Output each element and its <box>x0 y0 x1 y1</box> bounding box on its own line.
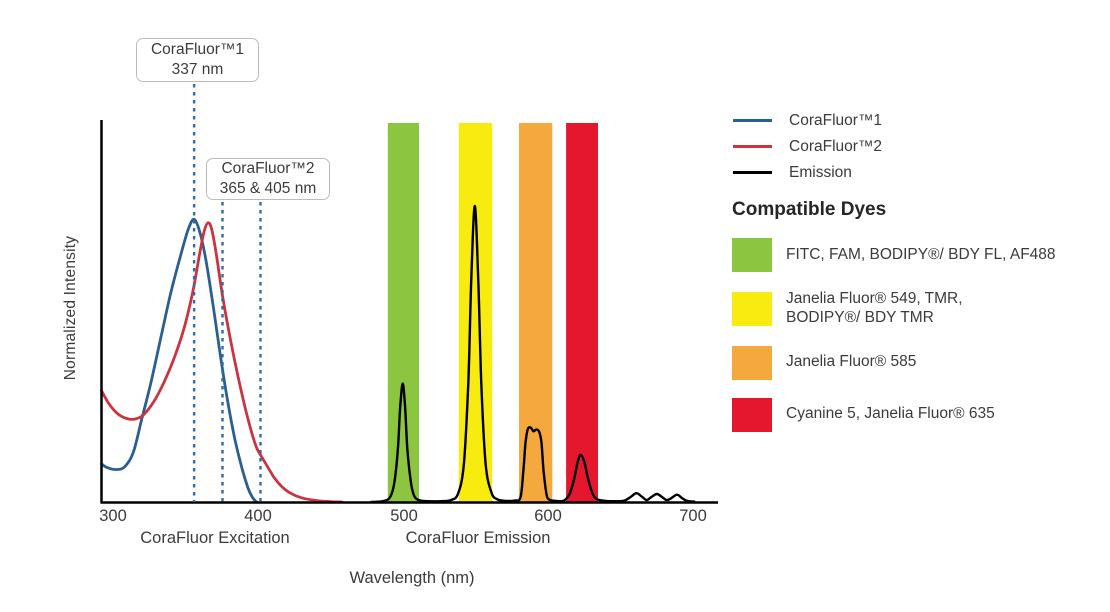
x-axis-label: Wavelength (nm) <box>349 569 475 587</box>
callout-corafluor1-name: CoraFluor™1 <box>150 40 245 58</box>
callout-corafluor1-value: 337 nm <box>171 61 224 78</box>
spectra-chart-svg <box>100 84 718 504</box>
legend-row-corafluor2: CoraFluor™2 <box>733 138 882 155</box>
dye-swatch-yellow <box>732 291 772 326</box>
dye-label-yellow: Janelia Fluor® 549, TMR, BODIPY®/ BDY TM… <box>786 290 963 326</box>
dye-row-yellow: Janelia Fluor® 549, TMR, BODIPY®/ BDY TM… <box>732 290 1056 328</box>
legend-label-corafluor1: CoraFluor™1 <box>789 111 883 129</box>
compatible-dyes-heading: Compatible Dyes <box>732 199 887 220</box>
compatible-dyes-list: FITC, FAM, BODIPY®/ BDY FL, AF488 Janeli… <box>732 238 1056 450</box>
x-tick-400: 400 <box>244 507 272 525</box>
series-legend: CoraFluor™1 CoraFluor™2 Emission <box>733 112 882 190</box>
callout-corafluor2-value: 365 & 405 nm <box>219 180 317 197</box>
series-curve-1 <box>100 221 344 504</box>
dye-swatch-green <box>732 238 772 272</box>
x-tick-600: 600 <box>534 507 562 525</box>
dye-label-green: FITC, FAM, BODIPY®/ BDY FL, AF488 <box>786 245 1056 263</box>
callout-corafluor2-365-405nm: CoraFluor™2 365 & 405 nm <box>206 158 330 200</box>
callout-corafluor2-name: CoraFluor™2 <box>221 159 315 177</box>
series-curve-0 <box>100 217 258 504</box>
dye-row-orange: Janelia Fluor® 585 <box>732 345 1056 380</box>
dye-swatch-orange <box>732 345 772 380</box>
callout-corafluor1-337nm: CoraFluor™1 337 nm <box>136 38 259 82</box>
dye-row-green: FITC, FAM, BODIPY®/ BDY FL, AF488 <box>732 238 1056 272</box>
legend-line-emission <box>733 171 772 174</box>
legend-row-emission: Emission <box>733 164 882 181</box>
filter-band-0 <box>387 123 419 503</box>
legend-line-corafluor2 <box>733 145 772 148</box>
dye-swatch-red <box>732 397 772 432</box>
legend-row-corafluor1: CoraFluor™1 <box>733 112 882 129</box>
y-axis-label: Normalized Intensity <box>62 235 79 381</box>
filter-band-3 <box>566 123 598 503</box>
legend-line-corafluor1 <box>733 119 772 122</box>
filter-band-2 <box>519 123 553 503</box>
series-curve-2 <box>369 204 696 504</box>
emission-region-label: CoraFluor Emission <box>405 529 551 547</box>
x-tick-500: 500 <box>390 507 418 525</box>
filter-band-1 <box>458 123 493 503</box>
legend-label-corafluor2: CoraFluor™2 <box>789 137 883 155</box>
dye-row-red: Cyanine 5, Janelia Fluor® 635 <box>732 397 1056 432</box>
legend-label-emission: Emission <box>789 163 852 181</box>
x-tick-300: 300 <box>99 507 127 525</box>
x-tick-700: 700 <box>679 507 707 525</box>
excitation-region-label: CoraFluor Excitation <box>140 529 290 547</box>
dye-label-orange: Janelia Fluor® 585 <box>786 353 917 371</box>
dye-label-red: Cyanine 5, Janelia Fluor® 635 <box>786 405 995 423</box>
